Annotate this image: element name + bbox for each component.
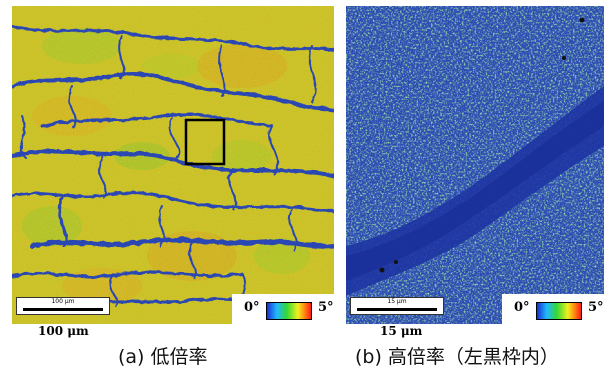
zoom-region-frame xyxy=(184,118,226,166)
legend-colorbar-a xyxy=(266,302,312,320)
kam-map-high-mag xyxy=(346,6,604,324)
caption-b: (b) 高倍率（左黒枠内） xyxy=(355,346,559,368)
legend-colorbar-b xyxy=(536,302,582,320)
panel-a-low-magnification-map: 100 µm 0° 5° xyxy=(12,6,334,324)
scale-bar-line-b xyxy=(357,308,437,311)
scale-bar-box-b: 15 µm xyxy=(350,297,444,315)
color-legend-b: 0° 5° xyxy=(502,294,604,324)
legend-min-label-a: 0° xyxy=(244,300,260,315)
legend-min-label-b: 0° xyxy=(514,300,530,315)
scale-bar-text-b: 15 µm xyxy=(387,298,407,305)
legend-max-label-b: 5° xyxy=(588,300,604,315)
scale-bar-box-a: 100 µm xyxy=(16,297,110,315)
legend-max-label-a: 5° xyxy=(318,300,334,315)
scale-label-b: 15 μm xyxy=(380,324,423,338)
panel-b-high-magnification-map: 15 µm 0° 5° xyxy=(346,6,604,324)
scale-bar-text-a: 100 µm xyxy=(51,298,75,305)
caption-a: (a) 低倍率 xyxy=(118,346,208,368)
color-legend-a: 0° 5° xyxy=(232,294,334,324)
scale-label-a: 100 μm xyxy=(38,324,89,338)
kam-map-low-mag xyxy=(12,6,334,324)
scale-bar-line-a xyxy=(23,308,103,311)
